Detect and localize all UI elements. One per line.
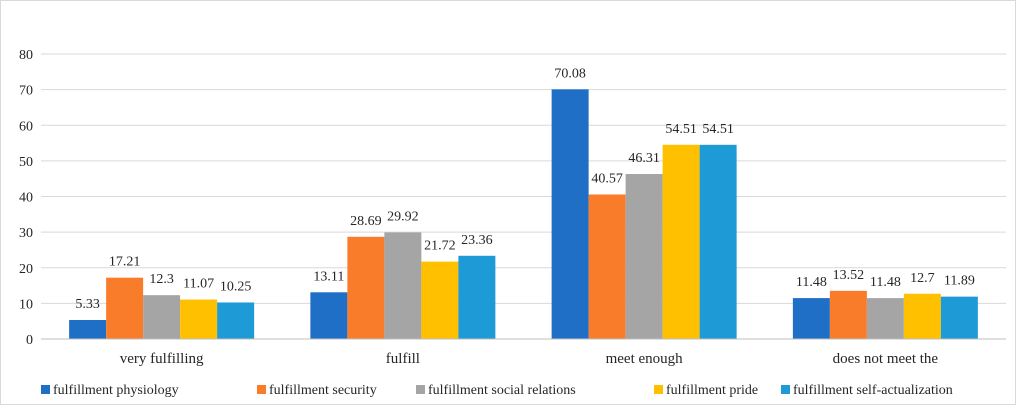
bar — [941, 297, 978, 339]
data-label: 54.51 — [702, 122, 734, 137]
data-label: 11.89 — [944, 274, 975, 289]
legend-label: fulfillment security — [269, 383, 377, 398]
legend-label: fulfillment pride — [666, 383, 758, 398]
x-category-label: does not meet the — [833, 351, 939, 367]
data-label: 21.72 — [424, 239, 456, 254]
y-tick-label: 10 — [19, 297, 33, 312]
data-label: 17.21 — [109, 255, 141, 270]
x-category-label: meet enough — [606, 351, 684, 367]
bar — [904, 294, 941, 339]
bar — [180, 300, 217, 339]
y-tick-label: 0 — [26, 333, 33, 348]
data-label: 12.3 — [149, 272, 174, 287]
bar — [793, 298, 830, 339]
bar — [310, 292, 347, 339]
bar — [663, 145, 700, 339]
gridlines — [41, 54, 1006, 303]
data-label: 29.92 — [387, 209, 419, 224]
data-label: 40.57 — [591, 171, 623, 186]
data-label: 12.7 — [910, 271, 935, 286]
legend-swatch — [781, 385, 790, 394]
legend-label: fulfillment self-actualization — [793, 383, 953, 398]
y-tick-label: 20 — [19, 262, 33, 277]
data-label: 11.48 — [870, 275, 901, 290]
bar — [217, 302, 254, 339]
bar — [421, 262, 458, 339]
bar — [626, 174, 663, 339]
x-category-label: fulfill — [386, 351, 420, 367]
bar — [347, 237, 384, 339]
data-label: 5.33 — [75, 297, 100, 312]
y-axis-ticks: 0 10 20 30 40 50 60 70 80 — [19, 48, 33, 348]
data-label: 54.51 — [665, 122, 697, 137]
y-tick-label: 60 — [19, 119, 33, 134]
y-tick-label: 30 — [19, 226, 33, 241]
y-tick-label: 40 — [19, 191, 33, 206]
data-label: 11.48 — [796, 275, 827, 290]
legend-label: fulfillment physiology — [53, 383, 179, 398]
legend-swatch — [41, 385, 50, 394]
bar — [552, 89, 589, 339]
y-tick-label: 70 — [19, 84, 33, 99]
bar — [589, 194, 626, 339]
x-axis-categories: very fulfilling fulfill meet enough does no… — [120, 351, 939, 367]
data-label: 10.25 — [220, 279, 252, 294]
x-category-label: very fulfilling — [120, 351, 204, 367]
data-label: 70.08 — [554, 66, 586, 81]
bar — [69, 320, 106, 339]
data-label: 11.07 — [183, 277, 214, 292]
data-label: 23.36 — [461, 233, 493, 248]
data-label: 28.69 — [350, 214, 382, 229]
bar — [458, 256, 495, 339]
bar — [867, 298, 904, 339]
legend-label: fulfillment social relations — [428, 383, 576, 398]
bar — [700, 145, 737, 339]
data-label: 13.11 — [313, 269, 344, 284]
legend-swatch — [257, 385, 266, 394]
bars — [69, 89, 978, 339]
y-tick-label: 80 — [19, 48, 33, 63]
data-label: 13.52 — [833, 268, 865, 283]
y-tick-label: 50 — [19, 155, 33, 170]
legend-swatch — [654, 385, 663, 394]
data-label: 46.31 — [628, 151, 660, 166]
bar — [106, 278, 143, 339]
legend-swatch — [416, 385, 425, 394]
legend: fulfillment physiology fulfillment securi… — [41, 383, 953, 398]
data-labels: 5.33 17.21 12.3 11.07 10.25 13.11 28.69 29.92 21… — [75, 66, 974, 312]
bar — [143, 295, 180, 339]
bar — [830, 291, 867, 339]
bar — [384, 232, 421, 339]
